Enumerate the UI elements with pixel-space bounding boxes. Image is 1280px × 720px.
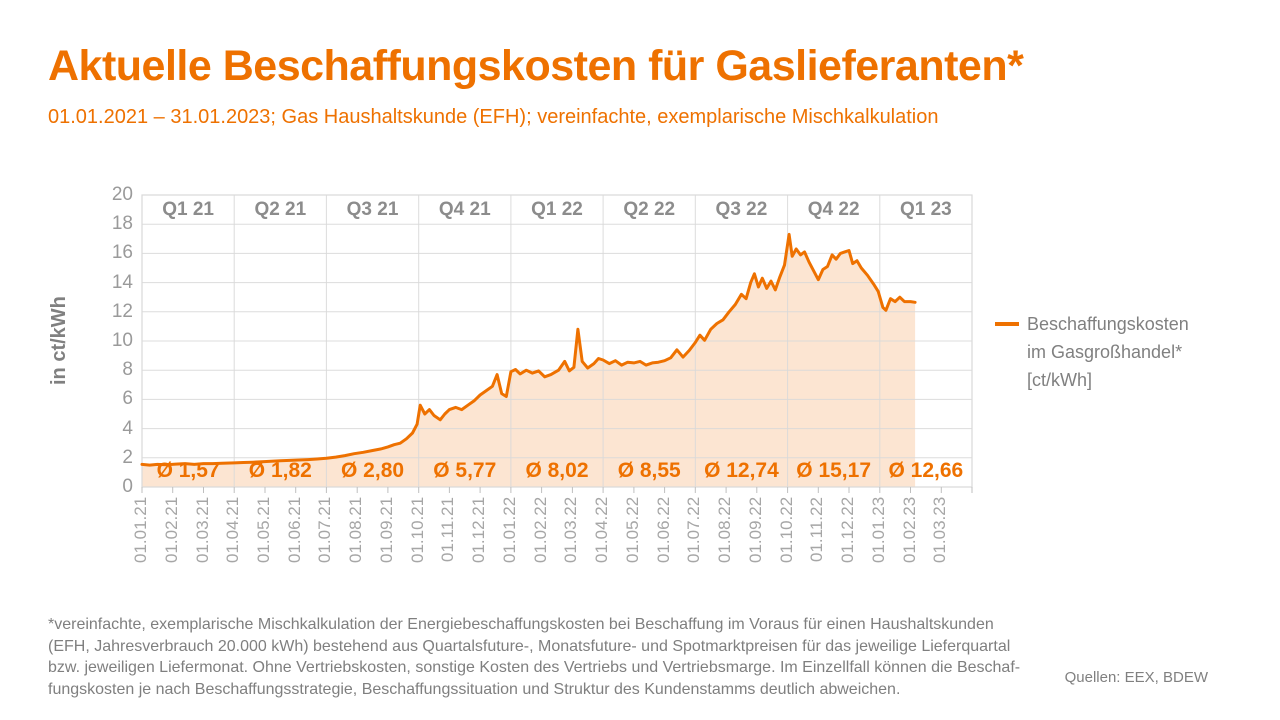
x-tick-label: 01.09.21 [376, 497, 396, 564]
quarter-average-label: Ø 12,66 [888, 459, 964, 482]
x-tick-label: 01.02.23 [899, 497, 919, 564]
x-tick-label: 01.07.22 [684, 497, 704, 564]
source-credit: Quellen: EEX, BDEW [1064, 669, 1208, 686]
page-title: Aktuelle Beschaffungskosten für Gasliefe… [48, 42, 1024, 90]
quarter-label: Q4 22 [807, 199, 860, 220]
x-tick-label: 01.12.22 [838, 497, 857, 564]
legend-text-line: Beschaffungskosten [1027, 314, 1189, 334]
y-tick-label: 6 [122, 388, 133, 410]
x-tick-label: 01.01.23 [868, 497, 888, 564]
legend-text-line: [ct/kWh] [1027, 370, 1093, 390]
y-tick-label: 16 [111, 242, 133, 264]
quarter-average-label: Ø 5,77 [433, 459, 497, 482]
legend-text-line: im Gasgroßhandel* [1027, 342, 1183, 362]
y-tick-label: 4 [122, 417, 133, 439]
quarter-label: Q4 21 [438, 199, 491, 220]
x-tick-label: 01.05.21 [254, 497, 273, 564]
quarter-average-label: Ø 12,74 [704, 459, 779, 482]
x-tick-label: 01.08.21 [346, 497, 366, 564]
x-tick-label: 01.03.23 [930, 497, 950, 564]
legend-line-swatch [995, 322, 1019, 326]
quarter-label: Q3 22 [715, 199, 768, 220]
x-tick-label: 01.11.22 [807, 497, 827, 562]
x-tick-label: 01.05.22 [622, 497, 642, 564]
plot-border [141, 194, 973, 488]
x-tick-label: 01.06.22 [653, 497, 673, 564]
quarter-label: Q1 21 [162, 199, 214, 220]
quarter-label: Q3 21 [346, 199, 399, 220]
legend-label: Beschaffungskosten im Gasgroßhandel* [ct/k… [1027, 310, 1189, 394]
quarter-average-label: Ø 15,17 [796, 459, 872, 482]
x-tick-label: 01.02.22 [530, 497, 550, 564]
chart-legend: Beschaffungskosten im Gasgroßhandel* [ct/k… [995, 310, 1189, 394]
y-tick-label: 0 [122, 476, 133, 497]
quarter-label: Q1 22 [531, 199, 583, 220]
quarter-average-label: Ø 8,02 [525, 459, 589, 482]
y-tick-label: 10 [111, 330, 133, 351]
series-line [140, 232, 917, 467]
x-tick-label: 01.04.21 [223, 497, 243, 564]
y-tick-label: 20 [111, 184, 133, 205]
x-tick-label: 01.07.21 [315, 497, 335, 564]
quarter-average-label: Ø 8,55 [617, 459, 681, 482]
quarter-average-label: Ø 2,80 [341, 459, 405, 482]
y-tick-label: 18 [111, 213, 133, 235]
x-tick-label: 01.06.21 [284, 497, 304, 564]
y-tick-label: 2 [122, 446, 133, 468]
footnote: *vereinfachte, exemplarische Mischkalkul… [48, 614, 1020, 700]
x-tick-label: 01.01.21 [131, 497, 150, 564]
x-tick-label: 01.12.21 [469, 497, 489, 564]
quarter-average-label: Ø 1,82 [248, 459, 312, 482]
series-area-fill [142, 234, 916, 487]
x-tick-label: 01.02.21 [161, 497, 181, 564]
y-tick-label: 14 [111, 271, 133, 293]
footnote-line: bzw. jeweiligen Liefermonat. Ohne Vertri… [48, 659, 1021, 676]
x-tick-label: 01.04.22 [592, 497, 612, 564]
quarter-label: Q2 21 [254, 199, 307, 220]
x-tick-label: 01.09.22 [745, 497, 765, 564]
quarter-average-label: Ø 1,57 [156, 459, 220, 482]
footnote-line: (EFH, Jahresverbrauch 20.000 kWh) besteh… [48, 637, 1011, 655]
footnote-line: *vereinfachte, exemplarische Mischkalkul… [48, 616, 994, 633]
x-tick-label: 01.01.22 [499, 497, 519, 564]
footnote-line: fungskosten je nach Beschaffungsstrategi… [48, 680, 901, 698]
x-tick-label: 01.03.21 [192, 497, 212, 564]
y-tick-label: 8 [122, 359, 133, 381]
x-tick-label: 01.11.21 [438, 497, 458, 562]
page-subtitle: 01.01.2021 – 31.01.2023; Gas Haushaltsku… [48, 106, 939, 128]
quarter-label: Q2 22 [623, 199, 676, 220]
quarter-label: Q1 23 [899, 199, 952, 220]
x-tick-label: 01.10.21 [407, 497, 427, 564]
x-tick-label: 01.10.22 [776, 497, 796, 564]
x-tick-label: 01.03.22 [561, 497, 581, 564]
x-tick-label: 01.08.22 [715, 497, 735, 564]
y-tick-label: 12 [111, 300, 133, 322]
